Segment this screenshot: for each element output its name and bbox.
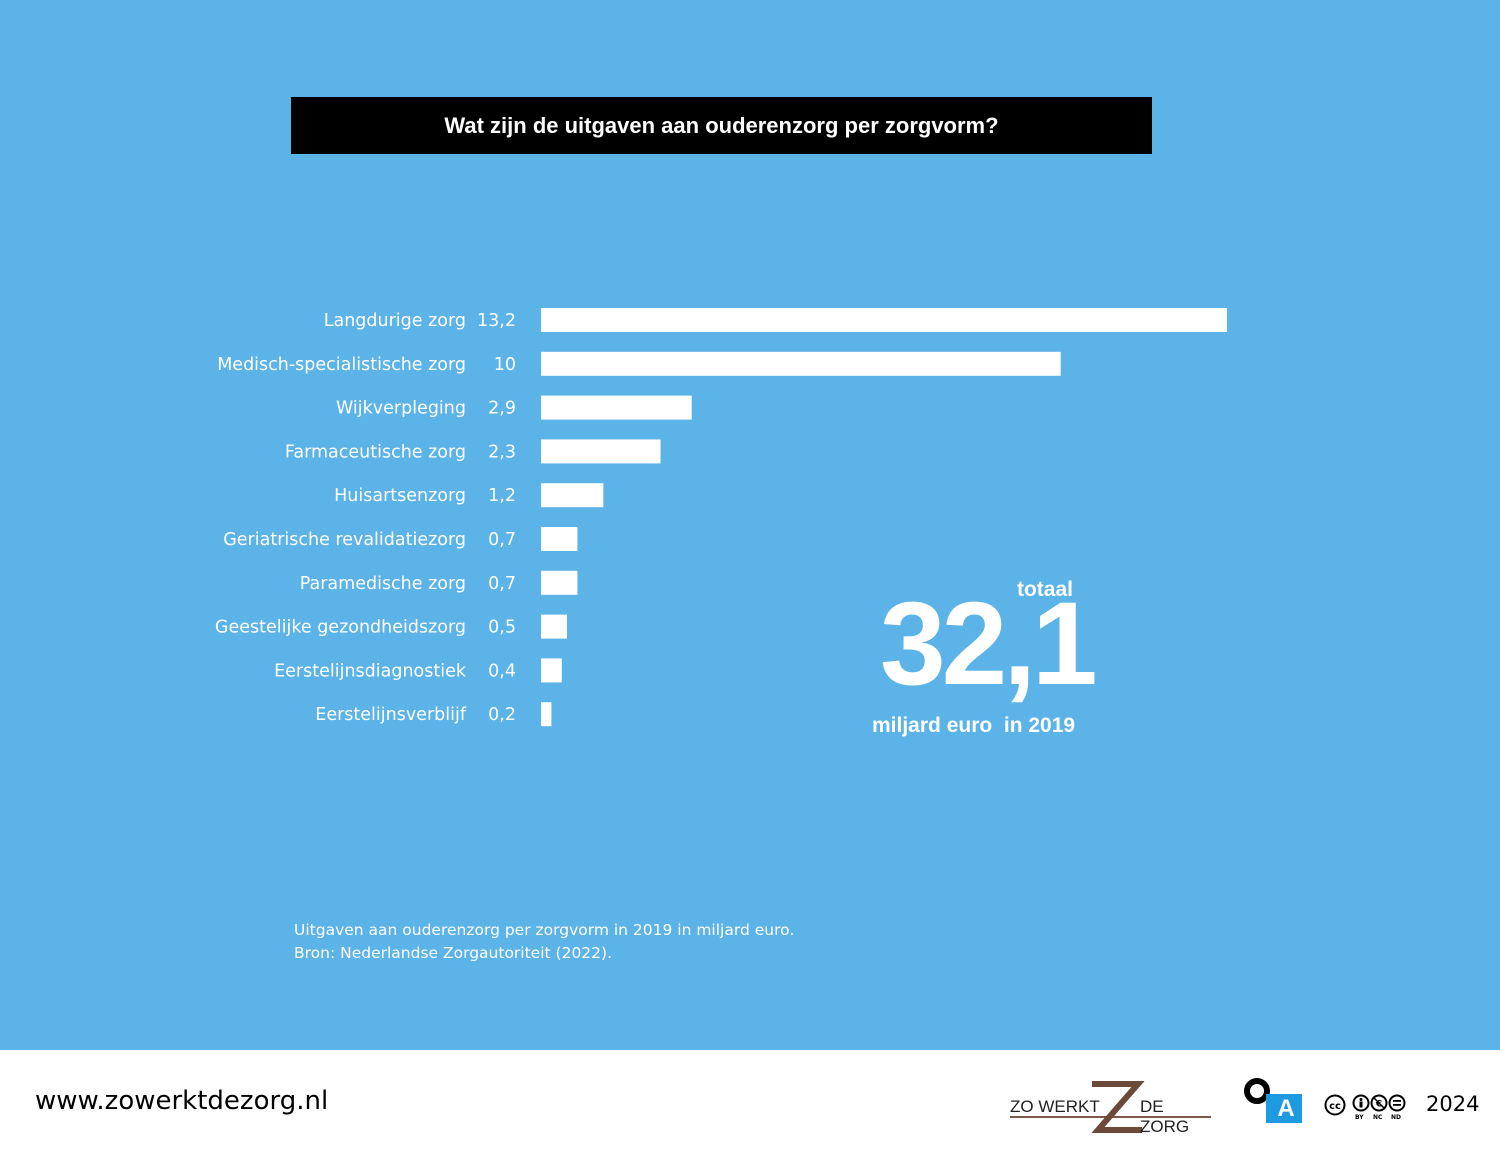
source-line-1: Uitgaven aan ouderenzorg per zorgvorm in… — [294, 921, 795, 939]
oa-logo: A — [1244, 1078, 1302, 1124]
category-label: Geriatrische revalidatiezorg — [223, 530, 466, 550]
website-link[interactable]: www.zowerktdezorg.nl — [35, 1086, 329, 1116]
bar — [541, 570, 578, 595]
category-label: Eerstelijnsdiagnostiek — [274, 661, 467, 681]
value-label: 0,7 — [488, 574, 516, 594]
total-unit: miljard euro in 2019 — [872, 714, 1076, 737]
category-label: Langdurige zorg — [324, 311, 466, 331]
logo-text-left: ZO WERKT — [1010, 1097, 1100, 1116]
value-label: 10 — [494, 355, 516, 375]
bar — [541, 308, 1227, 332]
cc-license-icon: cc € — [1324, 1094, 1406, 1116]
value-label: 13,2 — [477, 311, 516, 331]
chart-title-text: Wat zijn de uitgaven aan ouderenzorg per… — [444, 112, 999, 138]
bar — [541, 702, 552, 727]
chart-title: Wat zijn de uitgaven aan ouderenzorg per… — [291, 97, 1152, 154]
svg-text:cc: cc — [1329, 1101, 1341, 1112]
cc-label-by: BY — [1355, 1114, 1364, 1121]
bar — [541, 614, 567, 639]
bar — [541, 483, 604, 508]
cc-label-nc: NC — [1373, 1114, 1383, 1121]
bar — [541, 395, 692, 420]
bar — [541, 351, 1061, 376]
oa-circle-icon — [1244, 1078, 1302, 1123]
category-label: Farmaceutische zorg — [285, 442, 466, 462]
category-label: Huisartsenzorg — [334, 486, 466, 506]
category-label: Wijkverpleging — [336, 399, 466, 419]
category-label: Geestelijke gezondheidszorg — [215, 618, 466, 638]
source-note: Uitgaven aan ouderenzorg per zorgvorm in… — [294, 919, 794, 965]
creative-commons-badge: cc € BY NC ND — [1324, 1094, 1414, 1124]
source-line-2: Bron: Nederlandse Zorgautoriteit (2022). — [294, 944, 612, 962]
chart-panel — [0, 0, 1500, 1050]
value-label: 2,9 — [488, 399, 516, 419]
bar — [541, 439, 661, 464]
total-value: 32,1 — [880, 578, 1098, 710]
zo-werkt-de-zorg-logo: ZO WERKT DE ZORG — [1008, 1080, 1213, 1136]
value-label: 0,4 — [488, 661, 516, 681]
value-label: 2,3 — [488, 442, 516, 462]
svg-text:€: € — [1375, 1100, 1382, 1110]
value-label: 1,2 — [488, 486, 516, 506]
value-label: 0,7 — [488, 530, 516, 550]
value-label: 0,5 — [488, 618, 516, 638]
value-label: 0,2 — [488, 705, 516, 725]
oa-letter: A — [1277, 1095, 1295, 1122]
category-label: Medisch-specialistische zorg — [217, 355, 466, 375]
logo-text-right: DE ZORG — [1140, 1097, 1190, 1136]
category-label: Eerstelijnsverblijf — [315, 705, 467, 725]
category-label: Paramedische zorg — [300, 574, 466, 594]
bar — [541, 527, 578, 551]
bar-chart: Langdurige zorg 13,2 Medisch-specialistisc… — [215, 308, 1227, 727]
total-label: totaal — [1016, 578, 1073, 601]
zorg-z-icon — [1010, 1081, 1211, 1133]
bar — [541, 658, 562, 683]
year: 2024 — [1426, 1092, 1480, 1116]
cc-label-nd: ND — [1391, 1114, 1402, 1121]
